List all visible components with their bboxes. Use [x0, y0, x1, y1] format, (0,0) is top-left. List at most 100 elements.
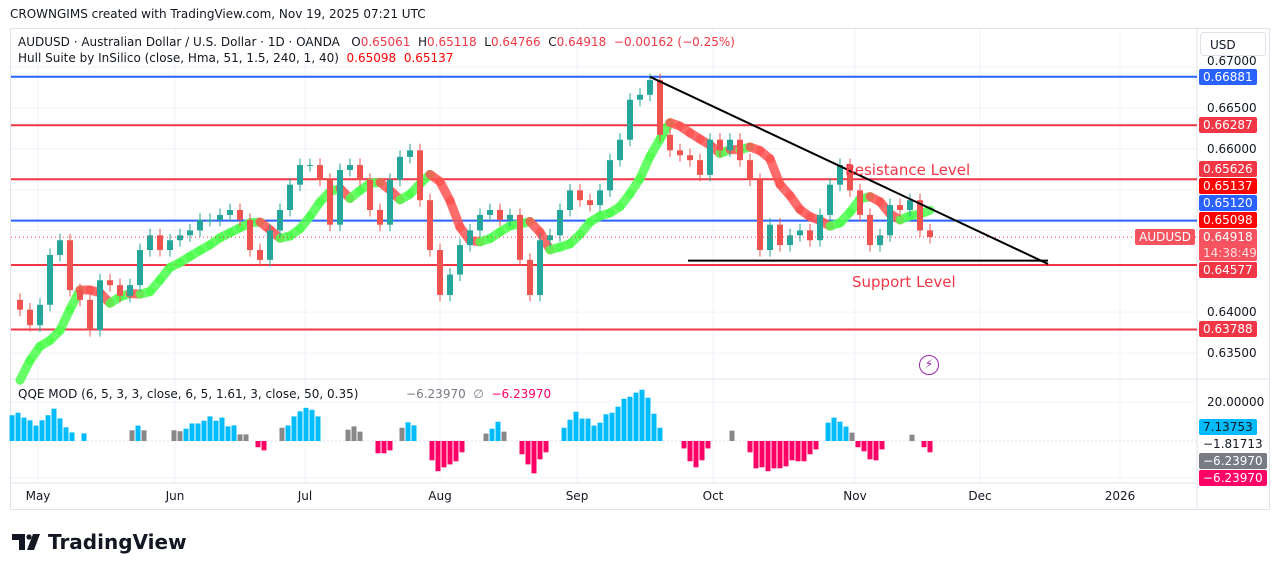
candle-body: [877, 235, 883, 246]
candle-body: [487, 209, 493, 215]
qqe-histogram-bar: [189, 423, 195, 441]
candle-body: [57, 240, 63, 255]
qqe-histogram-bar: [813, 441, 819, 450]
candle-body: [537, 240, 543, 295]
time-tick: Aug: [428, 489, 452, 503]
qqe-histogram-bar: [453, 441, 459, 462]
candle-body: [207, 219, 213, 221]
candle-body: [397, 156, 403, 180]
candle-body: [677, 150, 683, 156]
qqe-histogram-bar: [243, 434, 249, 441]
hull-band-segment: [445, 196, 465, 232]
candle-body: [367, 179, 373, 210]
candle-body: [577, 190, 583, 201]
candle-body: [747, 160, 753, 180]
price-level-tag: 0.65098: [1199, 212, 1257, 229]
qqe-histogram-bar: [399, 427, 405, 441]
low-label: L: [484, 35, 491, 49]
qqe-indicator-name[interactable]: QQE MOD (6, 5, 3, 3, close, 6, 5, 1.61, …: [18, 387, 359, 401]
qqe-histogram-bar: [807, 441, 813, 455]
qqe-tick: 20.00000: [1207, 395, 1265, 409]
candle-body: [317, 165, 323, 180]
candle-body: [737, 139, 743, 161]
currency-button[interactable]: USD: [1200, 32, 1266, 56]
qqe-histogram-bar: [837, 421, 843, 441]
qqe-legend: QQE MOD (6, 5, 3, 3, close, 6, 5, 1.61, …: [18, 387, 551, 401]
low-value: 0.64766: [490, 35, 541, 49]
price-tick: 0.67000: [1207, 53, 1257, 68]
change-value: −0.00162 (−0.25%): [613, 35, 735, 49]
candle-body: [37, 304, 43, 326]
qqe-histogram-bar: [237, 434, 243, 441]
qqe-histogram-bar: [387, 441, 393, 451]
tradingview-logo-icon: [12, 534, 40, 550]
candle-body: [767, 224, 773, 251]
candle-body: [657, 80, 663, 135]
qqe-histogram-bar: [351, 426, 357, 441]
resistance-level-label: Resistance Level: [845, 161, 971, 179]
qqe-histogram-bar: [519, 441, 525, 455]
candle-body: [667, 134, 673, 151]
qqe-histogram-bar: [651, 413, 657, 441]
qqe-histogram-bar: [561, 427, 567, 441]
candle-body: [327, 179, 333, 225]
candle-body: [547, 235, 553, 241]
time-tick: Jul: [297, 489, 313, 503]
qqe-histogram-bar: [441, 441, 447, 468]
qqe-value-tag: −6.23970: [1199, 453, 1267, 469]
qqe-histogram-bar: [777, 441, 783, 469]
qqe-histogram-bar: [381, 441, 387, 454]
time-tick: Dec: [968, 489, 992, 503]
qqe-histogram-bar: [15, 412, 21, 441]
time-tick: May: [25, 489, 51, 503]
hull-indicator-name[interactable]: Hull Suite by InSilico (close, Hma, 51, …: [18, 51, 339, 65]
qqe-histogram-bar: [879, 441, 885, 450]
candle-body: [187, 230, 193, 236]
candle-body: [797, 230, 803, 236]
open-value: 0.65061: [360, 35, 411, 49]
qqe-histogram-bar: [255, 441, 261, 448]
qqe-histogram-bar: [177, 431, 183, 441]
close-label: C: [548, 35, 557, 49]
symbol-tag: AUDUSD: [1135, 229, 1195, 246]
candle-body: [307, 165, 313, 167]
qqe-histogram-bar: [81, 433, 87, 441]
qqe-histogram-bar: [633, 392, 639, 441]
qqe-histogram-bar: [705, 441, 711, 449]
qqe-histogram-bar: [585, 418, 591, 441]
hull-legend: Hull Suite by InSilico (close, Hma, 51, …: [18, 51, 453, 65]
qqe-histogram-bar: [861, 441, 867, 452]
qqe-histogram-bar: [39, 420, 45, 441]
time-tick: Sep: [565, 489, 589, 503]
symbol-description[interactable]: AUDUSD · Australian Dollar / U.S. Dollar…: [18, 35, 340, 49]
time-tick: Jun: [165, 489, 185, 503]
candle-body: [687, 155, 693, 161]
qqe-histogram-bar: [927, 441, 933, 453]
candle-body: [587, 200, 593, 206]
candle-body: [777, 224, 783, 246]
hull-band-segment: [765, 154, 785, 189]
price-level-tag: 0.65626: [1199, 161, 1257, 178]
lightning-icon[interactable]: ⚡: [919, 355, 939, 375]
candle-body: [757, 179, 763, 251]
candle-body: [717, 139, 723, 151]
price-level-tag: 0.64577: [1199, 262, 1257, 279]
tradingview-logo[interactable]: TradingView: [12, 530, 187, 554]
qqe-histogram-bar: [573, 411, 579, 441]
support-level-label: Support Level: [852, 273, 956, 291]
qqe-histogram-bar: [909, 434, 915, 441]
candle-body: [167, 240, 173, 251]
qqe-histogram-bar: [171, 430, 177, 441]
qqe-histogram-bar: [657, 427, 663, 441]
qqe-histogram-bar: [687, 441, 693, 462]
qqe-histogram-bar: [9, 415, 15, 441]
qqe-histogram-bar: [801, 441, 807, 462]
candle-body: [297, 165, 303, 185]
candle-body: [727, 139, 733, 151]
qqe-histogram-bar: [699, 441, 705, 461]
qqe-histogram-bar: [603, 414, 609, 441]
high-value: 0.65118: [427, 35, 477, 49]
qqe-histogram-bar: [201, 420, 207, 441]
chart-credit: CROWNGIMS created with TradingView.com, …: [10, 7, 426, 21]
